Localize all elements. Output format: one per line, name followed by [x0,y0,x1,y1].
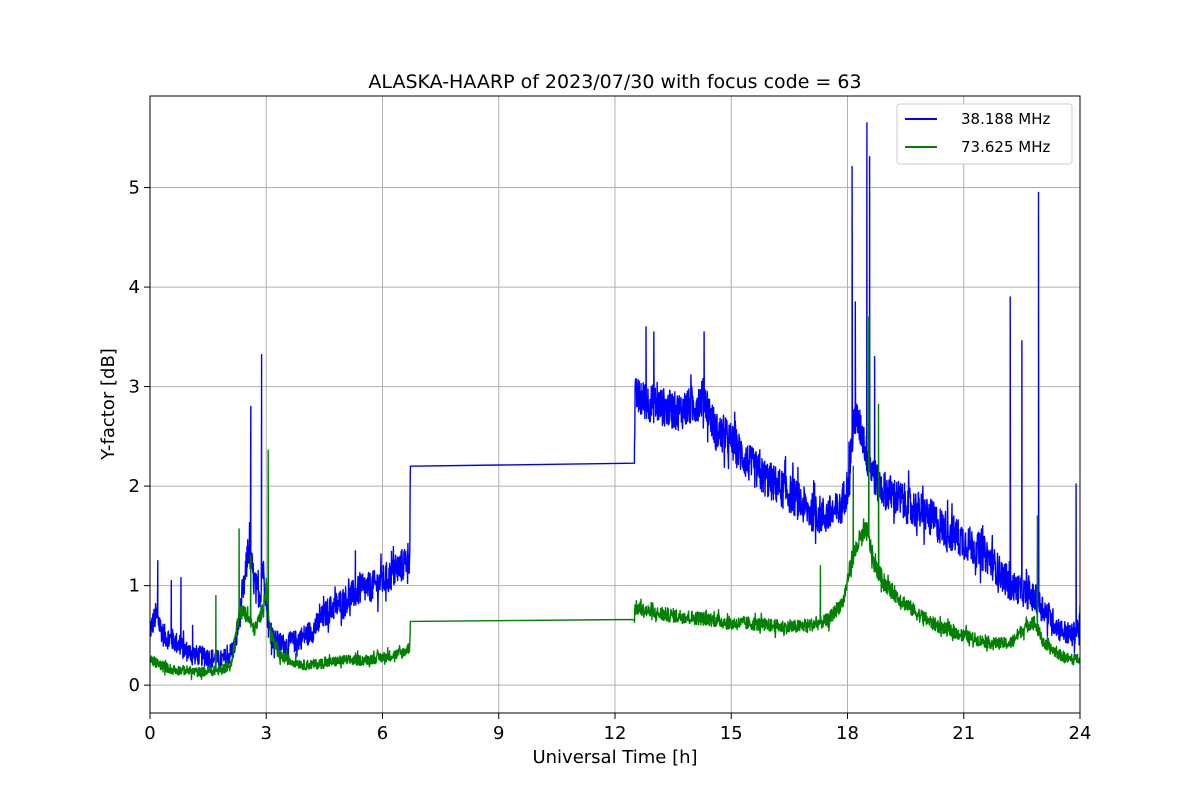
y-tick-label: 0 [129,675,140,696]
x-tick-label: 15 [720,723,743,744]
x-tick-label: 12 [604,723,627,744]
y-tick-label: 2 [129,476,140,497]
legend-box [896,103,1073,165]
y-tick-label: 1 [129,576,140,597]
x-tick-label: 18 [836,723,859,744]
x-tick-label: 21 [952,723,975,744]
chart-title: ALASKA-HAARP of 2023/07/30 with focus co… [368,71,861,93]
y-tick-label: 3 [129,377,140,398]
legend-label-73mhz: 73.625 MHz [961,138,1050,156]
y-axis-label: Y-factor [dB] [98,348,119,461]
y-tick-label: 5 [129,178,140,199]
x-tick-label: 3 [261,723,272,744]
legend-label-38mhz: 38.188 MHz [961,110,1050,128]
x-tick-label: 6 [377,723,388,744]
y-tick-label: 4 [129,277,140,298]
x-tick-label: 24 [1069,723,1092,744]
series-line-73mhz [150,316,1080,681]
legend: 38.188 MHz 73.625 MHz [896,103,1073,165]
series-layer [150,122,1080,681]
x-tick-label: 9 [493,723,504,744]
x-axis-label: Universal Time [h] [532,747,697,768]
x-tick-label: 0 [144,723,155,744]
